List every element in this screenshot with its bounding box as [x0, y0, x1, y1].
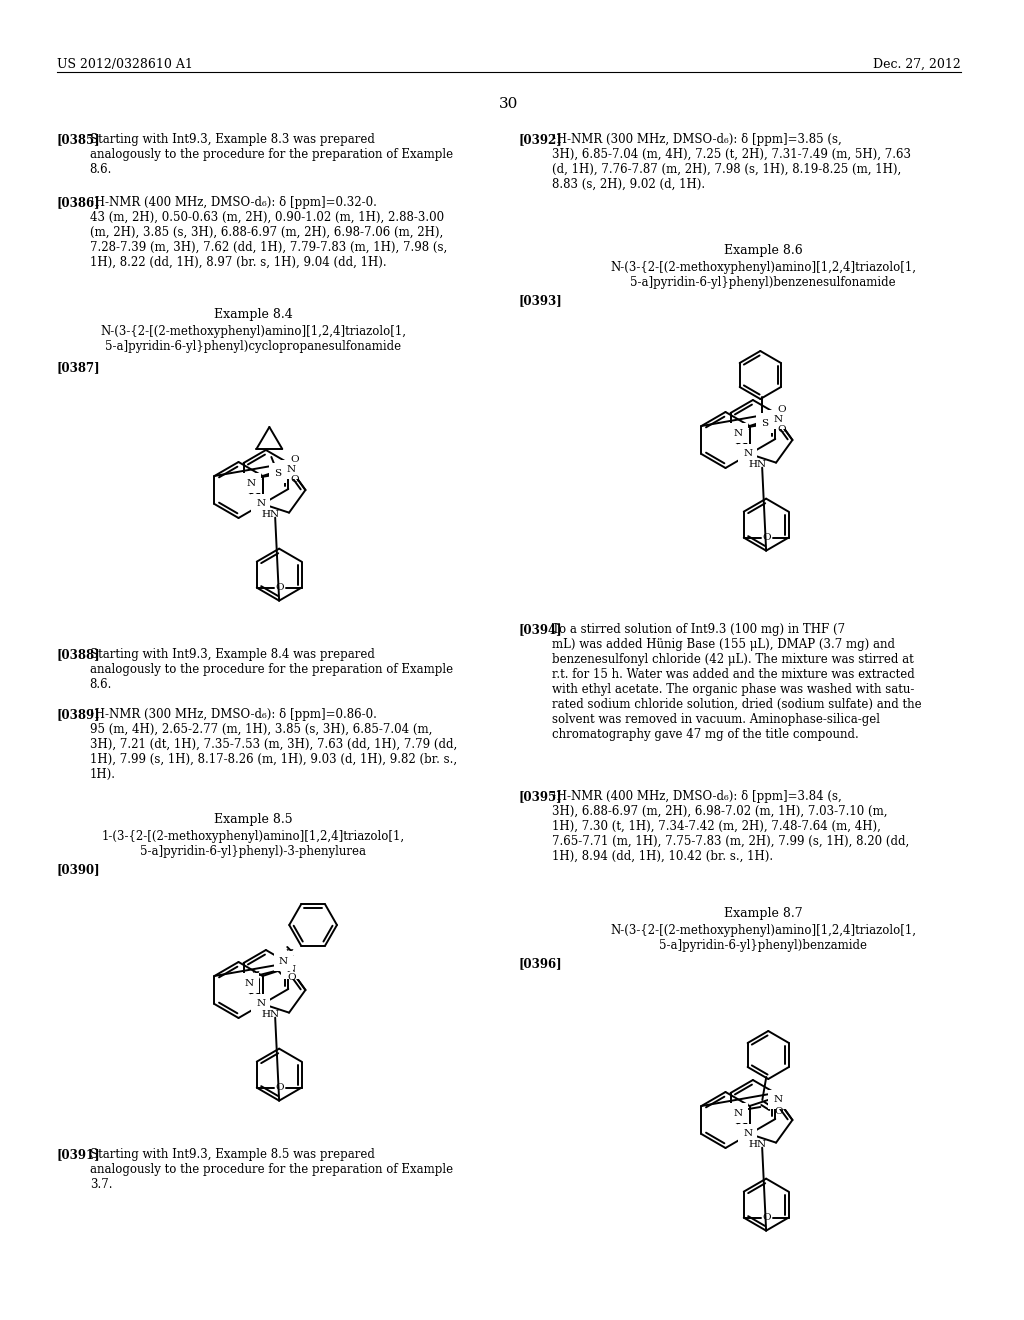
Text: N: N: [245, 978, 254, 987]
Text: O: O: [290, 474, 299, 483]
Text: H: H: [740, 424, 749, 433]
Text: ¹H-NMR (300 MHz, DMSO-d₆): δ [ppm]=3.85 (s,
3H), 6.85-7.04 (m, 4H), 7.25 (t, 2H): ¹H-NMR (300 MHz, DMSO-d₆): δ [ppm]=3.85 …: [552, 133, 910, 191]
Text: N: N: [247, 479, 256, 487]
Text: O: O: [762, 1213, 771, 1222]
Text: N: N: [773, 1094, 782, 1104]
Text: ¹H-NMR (400 MHz, DMSO-d₆): δ [ppm]=0.32-0.
43 (m, 2H), 0.50-0.63 (m, 2H), 0.90-1: ¹H-NMR (400 MHz, DMSO-d₆): δ [ppm]=0.32-…: [90, 195, 446, 269]
Text: [0391]: [0391]: [56, 1148, 100, 1162]
Text: HN: HN: [261, 510, 280, 519]
Text: Example 8.6: Example 8.6: [724, 244, 803, 257]
Text: ¹H-NMR (300 MHz, DMSO-d₆): δ [ppm]=0.86-0.
95 (m, 4H), 2.65-2.77 (m, 1H), 3.85 (: ¹H-NMR (300 MHz, DMSO-d₆): δ [ppm]=0.86-…: [90, 708, 457, 781]
Text: US 2012/0328610 A1: US 2012/0328610 A1: [56, 58, 193, 71]
Text: Starting with Int9.3, Example 8.5 was prepared
analogously to the procedure for : Starting with Int9.3, Example 8.5 was pr…: [90, 1148, 453, 1191]
Text: [0393]: [0393]: [519, 294, 562, 308]
Text: 30: 30: [499, 96, 518, 111]
Text: HN: HN: [748, 1140, 766, 1150]
Text: O: O: [287, 973, 296, 982]
Text: Example 8.5: Example 8.5: [214, 813, 293, 826]
Text: [0386]: [0386]: [56, 195, 100, 209]
Text: N: N: [743, 450, 753, 458]
Text: N: N: [287, 965, 296, 974]
Text: N: N: [734, 1109, 743, 1118]
Text: N: N: [256, 499, 265, 508]
Text: Dec. 27, 2012: Dec. 27, 2012: [873, 58, 962, 71]
Text: N-(3-{2-[(2-methoxyphenyl)amino][1,2,4]triazolo[1,
5-a]pyridin-6-yl}phenyl)benze: N-(3-{2-[(2-methoxyphenyl)amino][1,2,4]t…: [610, 261, 916, 289]
Text: Example 8.7: Example 8.7: [724, 907, 803, 920]
Text: O: O: [777, 425, 785, 433]
Text: O: O: [290, 454, 299, 463]
Text: Starting with Int9.3, Example 8.4 was prepared
analogously to the procedure for : Starting with Int9.3, Example 8.4 was pr…: [90, 648, 453, 690]
Text: O: O: [275, 1084, 284, 1092]
Text: N: N: [773, 414, 782, 424]
Text: O: O: [777, 404, 785, 413]
Text: [0388]: [0388]: [56, 648, 100, 661]
Text: [0390]: [0390]: [56, 863, 100, 876]
Text: [0395]: [0395]: [519, 789, 562, 803]
Text: S: S: [273, 469, 281, 478]
Text: N: N: [279, 957, 288, 965]
Text: [0396]: [0396]: [519, 957, 562, 970]
Text: S: S: [761, 418, 768, 428]
Text: [0389]: [0389]: [56, 708, 100, 721]
Text: [0387]: [0387]: [56, 360, 100, 374]
Text: O: O: [774, 1106, 782, 1115]
Text: ¹H-NMR (400 MHz, DMSO-d₆): δ [ppm]=3.84 (s,
3H), 6.88-6.97 (m, 2H), 6.98-7.02 (m: ¹H-NMR (400 MHz, DMSO-d₆): δ [ppm]=3.84 …: [552, 789, 909, 863]
Text: N: N: [256, 999, 265, 1008]
Text: N: N: [734, 429, 743, 437]
Text: H: H: [740, 1104, 749, 1113]
Text: N-(3-{2-[(2-methoxyphenyl)amino][1,2,4]triazolo[1,
5-a]pyridin-6-yl}phenyl)benza: N-(3-{2-[(2-methoxyphenyl)amino][1,2,4]t…: [610, 924, 916, 952]
Text: N-(3-{2-[(2-methoxyphenyl)amino][1,2,4]triazolo[1,
5-a]pyridin-6-yl}phenyl)cyclo: N-(3-{2-[(2-methoxyphenyl)amino][1,2,4]t…: [100, 325, 407, 352]
Text: 1-(3-{2-[(2-methoxyphenyl)amino][1,2,4]triazolo[1,
5-a]pyridin-6-yl}phenyl)-3-ph: 1-(3-{2-[(2-methoxyphenyl)amino][1,2,4]t…: [101, 830, 406, 858]
Text: [0385]: [0385]: [56, 133, 100, 147]
Text: Starting with Int9.3, Example 8.3 was prepared
analogously to the procedure for : Starting with Int9.3, Example 8.3 was pr…: [90, 133, 453, 176]
Text: N: N: [743, 1130, 753, 1138]
Text: H: H: [254, 474, 261, 483]
Text: [0392]: [0392]: [519, 133, 562, 147]
Text: O: O: [762, 533, 771, 543]
Text: H: H: [286, 949, 293, 958]
Text: [0394]: [0394]: [519, 623, 562, 636]
Text: HN: HN: [261, 1010, 280, 1019]
Text: HN: HN: [748, 461, 766, 469]
Text: N: N: [287, 465, 296, 474]
Text: O: O: [275, 583, 284, 593]
Text: H: H: [252, 972, 259, 981]
Text: Example 8.4: Example 8.4: [214, 308, 293, 321]
Text: To a stirred solution of Int9.3 (100 mg) in THF (7
mL) was added Hünig Base (155: To a stirred solution of Int9.3 (100 mg)…: [552, 623, 922, 741]
